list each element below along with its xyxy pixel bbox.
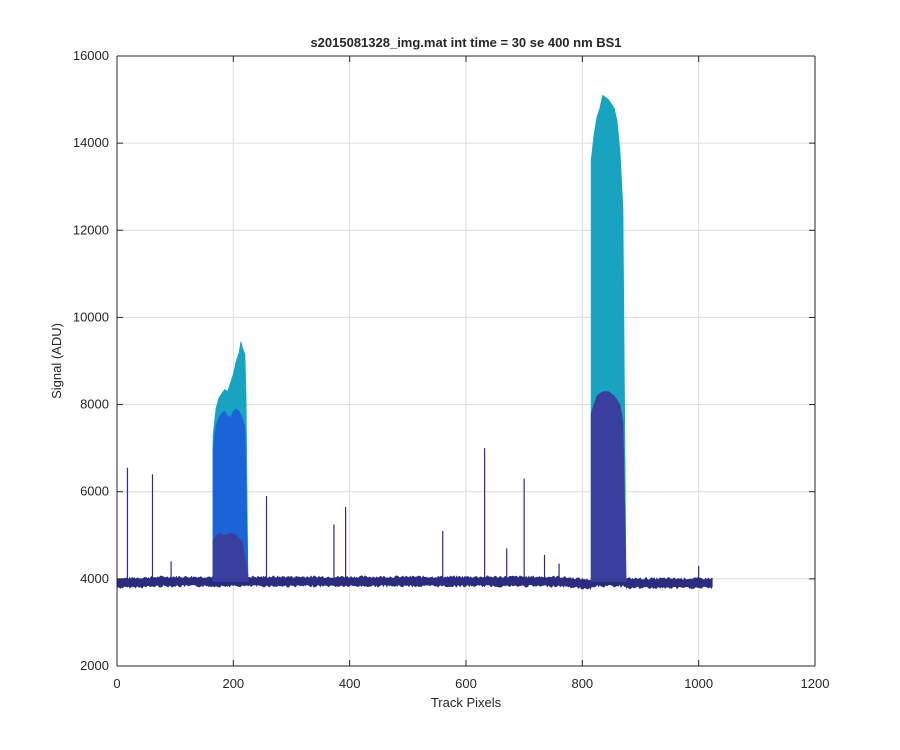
- y-tick-label: 12000: [73, 222, 109, 237]
- y-tick-label: 16000: [73, 48, 109, 63]
- y-axis-label: Signal (ADU): [49, 323, 64, 399]
- chart-title: s2015081328_img.mat int time = 30 se 400…: [310, 35, 621, 50]
- y-tick-label: 2000: [80, 658, 109, 673]
- series-2-area-0: [212, 532, 249, 582]
- y-tick-label: 4000: [80, 571, 109, 586]
- y-tick-label: 14000: [73, 135, 109, 150]
- x-axis-label: Track Pixels: [431, 695, 502, 710]
- y-tick-label: 6000: [80, 484, 109, 499]
- x-tick-label: 600: [455, 676, 477, 691]
- x-tick-label: 0: [113, 676, 120, 691]
- x-tick-label: 200: [222, 676, 244, 691]
- y-tick-label: 10000: [73, 309, 109, 324]
- x-tick-label: 1000: [684, 676, 713, 691]
- x-tick-label: 400: [339, 676, 361, 691]
- x-tick-label: 1200: [801, 676, 830, 691]
- series-2-area-1: [590, 391, 627, 582]
- x-tick-label: 800: [571, 676, 593, 691]
- y-tick-label: 8000: [80, 397, 109, 412]
- plot-area: 0 200 400 600 800 1000 1200 2000 4000 6000 8000 100…: [73, 48, 830, 691]
